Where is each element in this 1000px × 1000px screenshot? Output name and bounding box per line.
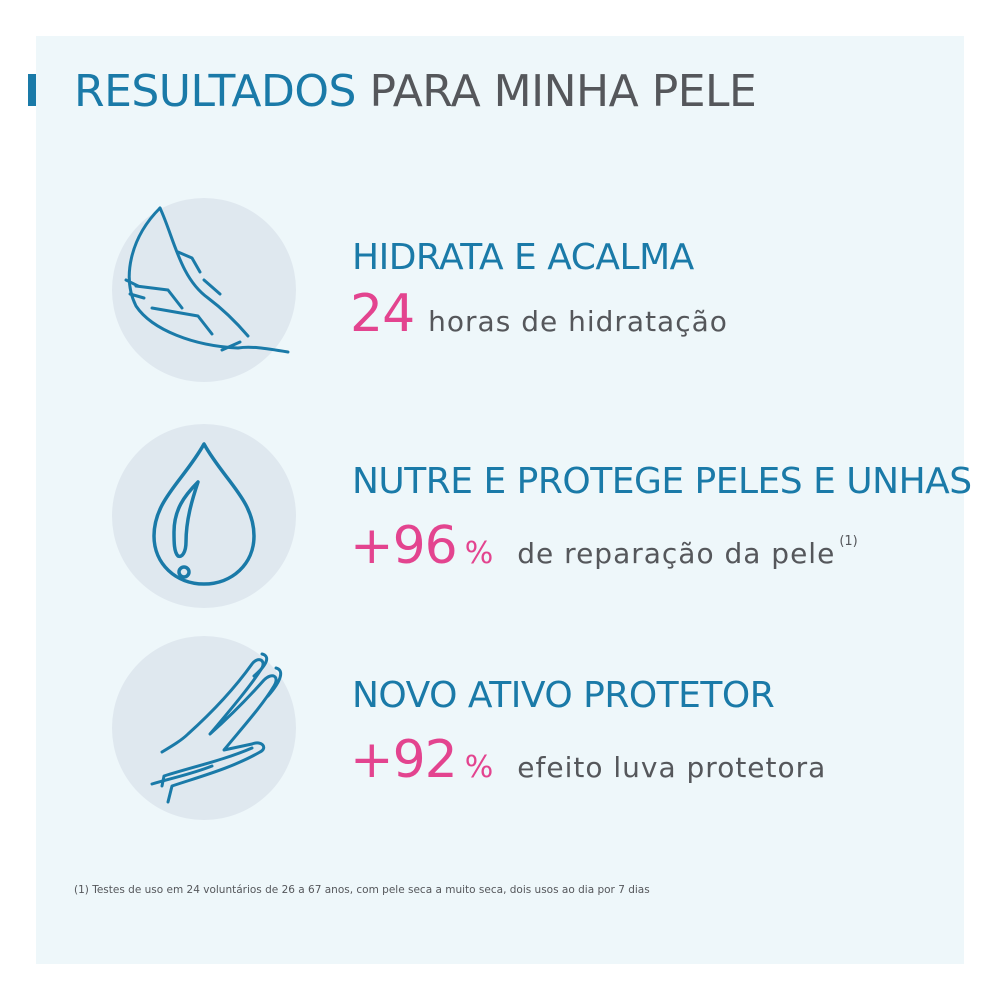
hand-icon-circle — [112, 636, 296, 820]
water-drop-icon — [152, 442, 256, 586]
title-rest: PARA MINHA PELE — [369, 66, 757, 117]
water-drop-icon-circle — [112, 424, 296, 608]
stat-description: de reparação da pele — [517, 537, 836, 570]
benefit-heading: HIDRATA E ACALMA — [352, 237, 694, 278]
footnote-reference: (1) — [839, 534, 858, 549]
feather-icon — [124, 206, 290, 354]
benefit-heading: NOVO ATIVO PROTETOR — [352, 675, 775, 716]
stat-description: horas de hidratação — [428, 305, 728, 338]
stat-unit: % — [464, 536, 494, 571]
benefit-stat: 24 horas de hidratação — [350, 284, 728, 344]
stat-description: efeito luva protetora — [517, 751, 827, 784]
benefit-stat: +96 % de reparação da pele (1) — [350, 516, 858, 576]
title-accent-bar — [28, 74, 36, 106]
stat-value: +96 — [350, 516, 458, 576]
page-title: RESULTADOS PARA MINHA PELE — [74, 64, 757, 120]
stat-value: +92 — [350, 730, 458, 790]
benefit-stat: +92 % efeito luva protetora — [350, 730, 826, 790]
footnote: (1) Testes de uso em 24 voluntários de 2… — [74, 884, 650, 896]
stat-unit: % — [464, 750, 494, 785]
hand-icon — [150, 652, 283, 804]
title-highlight: RESULTADOS — [74, 66, 356, 117]
benefit-heading: NUTRE E PROTEGE PELES E UNHAS — [352, 461, 972, 502]
stat-value: 24 — [350, 284, 415, 344]
feather-icon-circle — [112, 198, 296, 382]
